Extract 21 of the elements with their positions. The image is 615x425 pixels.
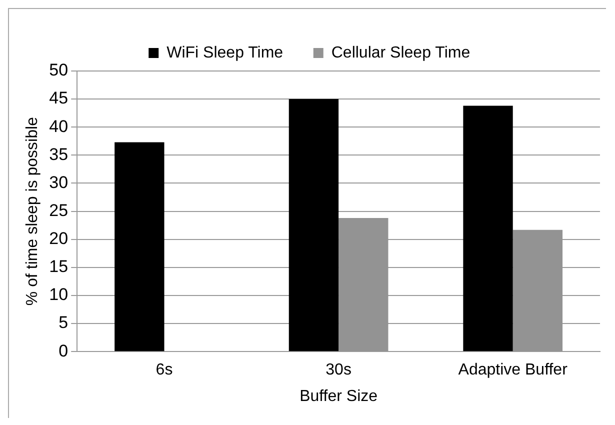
y-axis-title: % of time sleep is possible [24, 116, 42, 306]
bar [114, 142, 164, 352]
y-tick-label: 0 [58, 341, 68, 360]
x-axis-title: Buffer Size [300, 388, 378, 405]
y-tick-label: 10 [49, 285, 68, 304]
bar [463, 106, 513, 352]
y-tick-label: 20 [49, 229, 68, 248]
y-tick-label: 25 [49, 200, 68, 220]
y-tick-label: 35 [49, 144, 68, 164]
x-tick-label: 30s [326, 362, 352, 379]
x-tick-label: 6s [156, 362, 173, 379]
y-tick-label: 45 [49, 88, 68, 108]
y-tick-label: 15 [49, 257, 68, 276]
y-tick-label: 40 [49, 116, 68, 136]
y-tick-label: 50 [49, 60, 68, 80]
legend-label: WiFi Sleep Time [166, 44, 284, 62]
bar [288, 99, 339, 352]
x-tick-label: Adaptive Buffer [458, 362, 568, 379]
legend-label: Cellular Sleep Time [331, 44, 470, 62]
y-tick-label: 5 [58, 313, 68, 332]
y-tick-label: 30 [49, 172, 68, 192]
